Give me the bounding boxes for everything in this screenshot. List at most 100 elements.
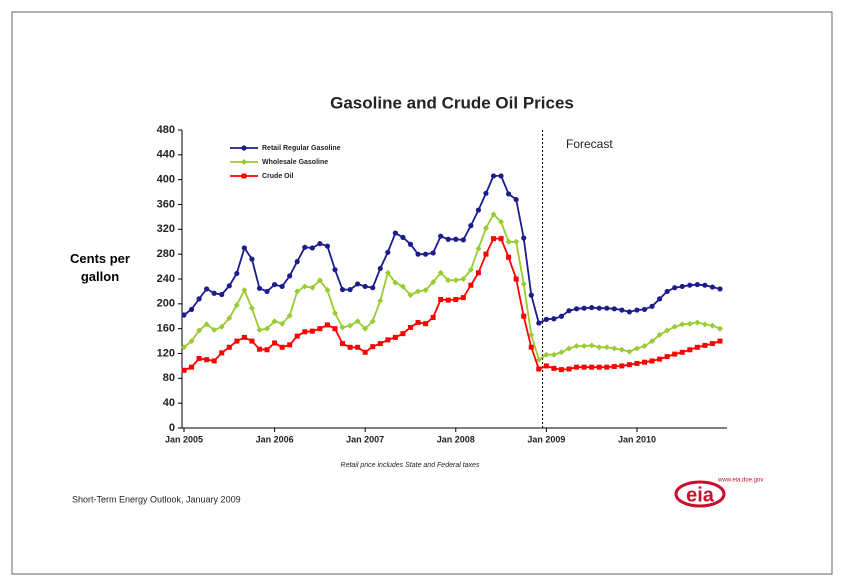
marker [241,287,248,294]
marker [248,305,255,312]
marker [241,145,247,151]
marker [362,325,369,332]
marker [331,310,338,317]
marker [506,191,512,197]
marker [528,344,534,350]
marker [521,235,527,241]
marker [566,308,572,314]
marker [588,342,595,349]
marker [226,315,233,322]
marker [400,331,406,337]
marker [309,245,315,251]
marker [550,351,557,358]
marker [686,320,693,327]
marker [604,364,610,370]
marker [656,331,663,338]
marker [370,344,376,350]
y-tick-label: 480 [157,124,175,136]
marker [498,218,505,225]
marker [233,302,240,309]
marker [558,313,565,319]
x-tick-label: Jan 2008 [437,434,475,444]
marker [317,241,323,247]
marker [324,322,330,328]
marker [256,326,263,333]
marker [294,288,301,295]
marker [467,266,474,273]
marker [287,273,293,279]
marker [641,343,648,350]
marker [188,338,195,345]
y-tick-label: 80 [163,372,175,384]
marker [279,283,285,290]
marker [460,276,467,282]
marker [672,351,678,357]
marker [302,244,308,250]
marker [452,277,459,284]
marker [354,318,361,325]
marker [377,341,383,347]
marker [249,338,255,344]
marker [324,243,331,249]
marker [596,305,602,311]
chart-title: Gasoline and Crude Oil Prices [330,93,574,112]
marker [272,340,278,346]
marker [513,276,519,282]
marker [679,283,685,290]
marker [385,337,391,343]
marker [316,277,323,284]
y-tick-label: 400 [157,174,175,186]
legend-label: Crude Oil [262,173,294,180]
marker [701,321,708,328]
marker [211,326,218,333]
marker [626,348,633,355]
marker [422,251,429,257]
marker [400,234,406,241]
marker [483,251,489,257]
marker [339,324,346,331]
marker [573,306,580,312]
marker [219,291,225,298]
marker [196,355,202,361]
marker [369,318,376,325]
marker [709,284,716,290]
legend-label: Wholesale Gasoline [262,159,328,166]
marker [596,364,602,370]
marker [513,238,520,245]
source: Short-Term Energy Outlook, January 2009 [72,494,241,504]
marker [324,287,331,294]
marker [430,314,436,320]
marker [717,338,723,344]
marker [302,329,308,335]
marker [423,321,429,327]
marker [362,349,368,355]
marker [339,286,346,293]
y-tick-label: 40 [163,397,175,409]
marker [581,364,587,370]
marker [460,237,466,243]
y-tick-label: 440 [157,149,175,161]
marker [355,344,361,350]
marker [702,282,708,288]
marker [256,346,262,352]
logo: eia [686,484,715,506]
marker [528,292,534,298]
marker [438,233,444,239]
marker [249,256,255,262]
marker [370,285,376,291]
logo-swoosh [674,480,726,508]
marker [468,282,474,288]
marker [596,344,603,351]
marker [340,341,346,347]
marker [211,290,217,296]
marker [196,327,203,334]
marker [535,356,542,363]
marker [445,277,452,284]
marker [551,316,557,322]
marker [181,367,187,373]
marker [634,360,640,366]
marker [566,345,573,352]
marker [241,245,247,251]
marker [543,316,549,322]
